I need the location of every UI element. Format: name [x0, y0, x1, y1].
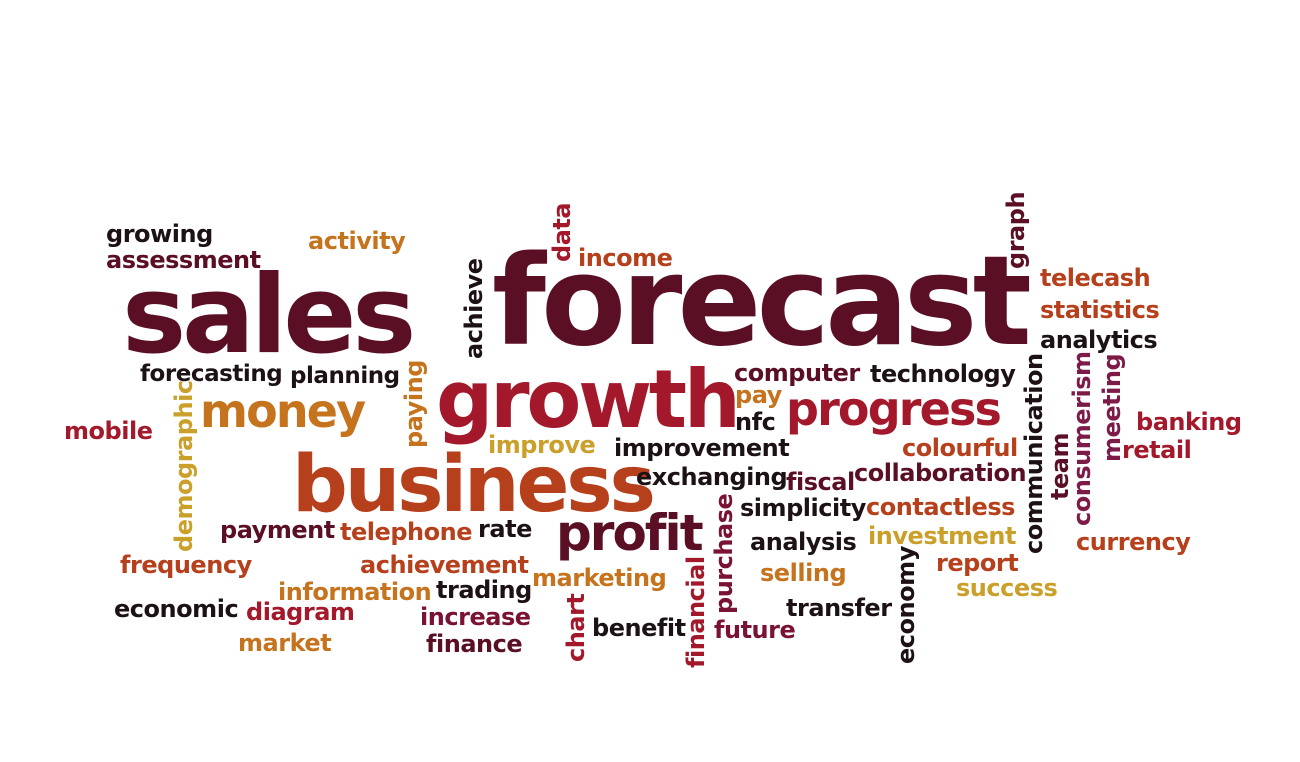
word-future: future [714, 616, 796, 644]
word-meeting: meeting [1098, 353, 1126, 462]
word-growth: growth [436, 353, 741, 446]
word-telephone: telephone [340, 518, 473, 546]
word-pay: pay [735, 381, 782, 409]
word-progress: progress [786, 382, 1002, 436]
word-finance: finance [426, 630, 523, 658]
word-contactless: contactless [866, 493, 1015, 521]
word-planning: planning [290, 363, 400, 389]
word-selling: selling [760, 559, 847, 587]
word-fiscal: fiscal [786, 468, 855, 496]
word-simplicity: simplicity [740, 494, 866, 522]
word-growing: growing [106, 220, 213, 248]
word-paying: paying [400, 360, 428, 448]
word-achievement: achievement [360, 551, 529, 579]
word-statistics: statistics [1040, 296, 1160, 324]
word-profit: profit [556, 504, 704, 562]
word-activity: activity [308, 227, 406, 255]
word-retail: retail [1122, 436, 1192, 464]
word-transfer: transfer [786, 594, 892, 622]
word-benefit: benefit [592, 614, 686, 642]
word-forecasting: forecasting [140, 361, 283, 387]
word-achieve: achieve [460, 258, 488, 359]
word-increase: increase [420, 603, 531, 631]
word-assessment: assessment [106, 246, 261, 274]
word-financial: financial [682, 556, 710, 668]
word-frequency: frequency [120, 551, 252, 579]
word-sales: sales [122, 253, 416, 378]
word-consumerism: consumerism [1068, 351, 1096, 526]
word-demographic: demographic [170, 380, 198, 552]
word-improvement: improvement [614, 434, 790, 462]
word-colourful: colourful [902, 434, 1018, 462]
word-economic: economic [114, 595, 239, 623]
word-analytics: analytics [1040, 326, 1158, 354]
word-economy: economy [892, 546, 920, 664]
word-data: data [548, 202, 576, 262]
word-improve: improve [488, 431, 596, 459]
word-money: money [200, 384, 366, 438]
word-analysis: analysis [750, 528, 857, 556]
word-currency: currency [1076, 528, 1191, 556]
word-communication: communication [1020, 353, 1048, 554]
word-mobile: mobile [64, 417, 153, 445]
word-success: success [956, 574, 1058, 602]
word-telecash: telecash [1040, 264, 1151, 292]
word-diagram: diagram [246, 598, 355, 626]
word-rate: rate [478, 515, 532, 543]
word-technology: technology [870, 360, 1016, 388]
word-trading: trading [436, 576, 532, 604]
word-collaboration: collaboration [854, 459, 1027, 487]
word-information: information [278, 578, 432, 606]
word-banking: banking [1136, 408, 1242, 436]
word-nfc: nfc [735, 408, 776, 436]
word-exchanging: exchanging [636, 463, 788, 491]
word-business: business [292, 440, 656, 530]
word-chart: chart [562, 593, 590, 662]
word-graph: graph [1002, 191, 1030, 269]
word-computer: computer [734, 359, 860, 387]
word-market: market [238, 629, 332, 657]
word-report: report [936, 549, 1019, 577]
word-income: income [578, 244, 673, 272]
word-purchase: purchase [710, 493, 738, 614]
word-forecast: forecast [492, 230, 1032, 374]
word-payment: payment [220, 516, 335, 544]
word-investment: investment [868, 522, 1017, 550]
word-marketing: marketing [532, 564, 667, 592]
